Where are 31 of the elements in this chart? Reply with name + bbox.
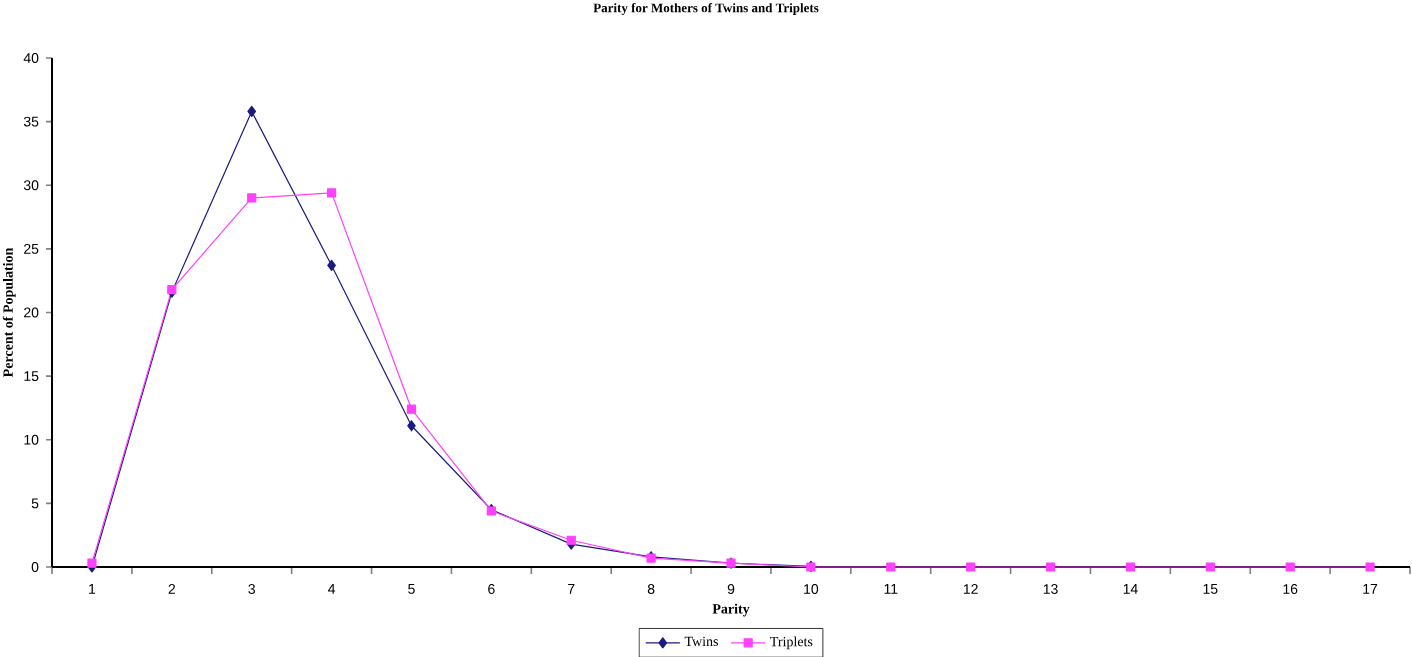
x-tick-label: 17	[1363, 584, 1378, 594]
legend-label: Triplets	[770, 636, 813, 650]
y-tick-label: 40	[23, 53, 39, 63]
x-tick-label: 14	[1123, 584, 1138, 594]
y-tick-label: 5	[31, 498, 39, 509]
x-tick-label: 8	[647, 584, 655, 594]
x-tick-label: 7	[568, 584, 575, 594]
y-tick-label: 30	[23, 180, 39, 191]
x-tick-label: 3	[248, 584, 255, 594]
y-axis-title: Percent of Population	[2, 247, 16, 378]
x-tick-label: 10	[804, 584, 819, 594]
x-tick-label: 1	[89, 584, 96, 594]
x-tick-label: 2	[168, 584, 176, 594]
legend-label: Twins	[684, 636, 718, 647]
x-tick-label: 15	[1203, 584, 1218, 594]
x-tick-label: 11	[884, 584, 898, 594]
x-tick-label: 13	[1043, 584, 1058, 594]
y-tick-label: 0	[31, 562, 39, 572]
y-tick-label: 20	[24, 307, 39, 318]
x-axis-title: Parity	[712, 603, 750, 617]
x-tick-label: 5	[408, 584, 415, 594]
x-tick-label: 6	[488, 584, 495, 594]
y-tick-label: 10	[24, 434, 39, 445]
x-tick-label: 12	[963, 584, 978, 594]
y-tick-label: 15	[24, 371, 39, 381]
y-tick-label: 35	[23, 116, 39, 127]
x-tick-label: 4	[328, 584, 336, 594]
y-tick-label: 25	[24, 243, 39, 254]
x-tick-label: 9	[727, 584, 735, 594]
x-tick-label: 16	[1283, 584, 1298, 594]
chart-title: Parity for Mothers of Twins and Triplets	[593, 3, 819, 15]
